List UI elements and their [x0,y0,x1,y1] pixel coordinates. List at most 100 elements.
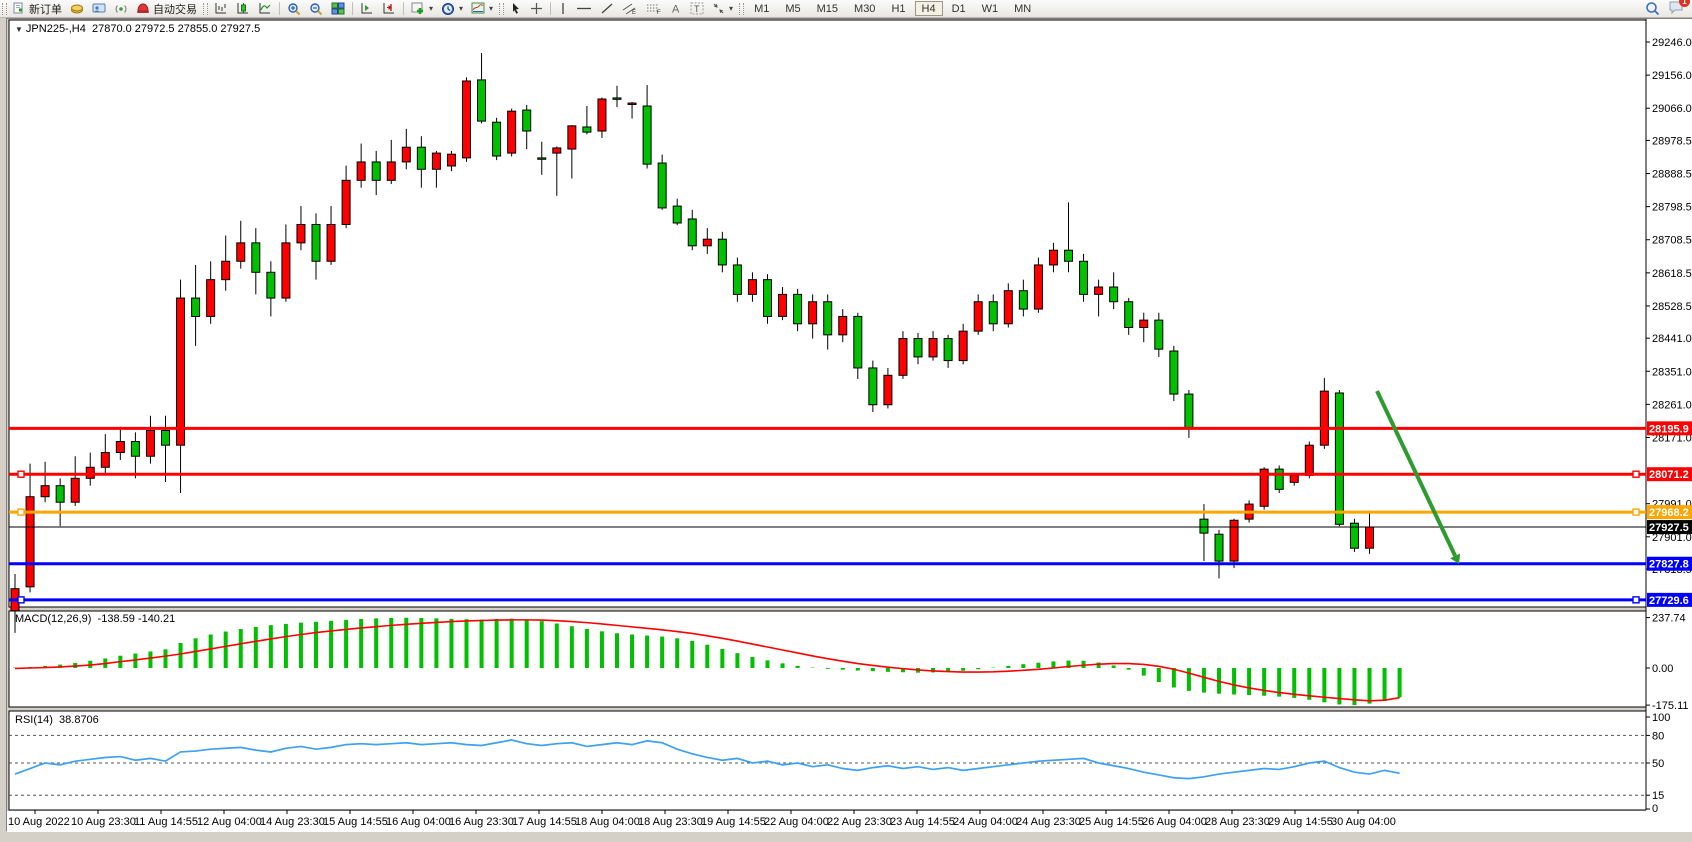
candlestick-mode-button[interactable] [232,1,254,17]
candle-body [793,293,803,325]
toolbar-grip [203,2,208,15]
community-button[interactable] [88,1,110,17]
tab-timeframe-w1[interactable]: W1 [981,3,999,15]
trendline-tool-button[interactable] [596,1,618,17]
tab-timeframe-m5[interactable]: M5 [785,3,801,15]
candle-body [462,80,471,159]
candle-body [1214,533,1224,562]
candle-body [1109,286,1119,303]
price-tag-text: 27827.8 [1649,559,1689,571]
svg-text:A: A [672,4,680,16]
chart-canvas[interactable]: 29246.0 29156.0 29066.0 28978.5 28888.5 28798… [7,19,1692,832]
tab-timeframe-h4[interactable]: H4 [914,1,943,16]
signals-button[interactable] [110,1,132,17]
time-tick-label: 10 Aug 23:30 [71,816,136,828]
candle-body [928,338,938,358]
arrows-tool-button[interactable]: ▾ [708,1,737,17]
time-tick-label: 25 Aug 14:55 [1079,816,1144,828]
autotrading-button[interactable]: 自动交易 [132,1,201,17]
candle-body [1094,286,1104,295]
price-tag: 27827.8 [1647,556,1692,571]
candle-body [55,485,65,503]
tab-timeframe-mn[interactable]: MN [1014,3,1032,15]
price-tag-bg [1647,505,1692,520]
price-tag-text: 28071.2 [1649,469,1689,481]
candle-body [176,297,186,446]
auto-scroll-icon [361,3,372,14]
tab-timeframe-m1[interactable]: M1 [754,3,770,15]
text-tool-button[interactable]: A [666,1,686,17]
tab-timeframe-d1[interactable]: D1 [951,3,966,15]
fibonacci-tool-button[interactable]: F [642,1,666,17]
time-tick-label: 11 Aug 14:55 [134,816,198,828]
line-handle [1632,596,1640,604]
candle-body [100,452,110,468]
periods-button[interactable]: ▾ [437,1,467,17]
price-tag-text: 27927.5 [1649,522,1689,534]
horizontal-line-tool-button[interactable] [572,1,596,17]
macd-group [13,617,1402,706]
axis-tick-label: 28528.5 [1652,301,1692,313]
search-icon[interactable] [1645,1,1660,16]
price-tag: 27968.2 [1647,505,1692,520]
new-order-button[interactable]: 新订单 [9,1,66,17]
toolbar-grip [2,2,7,15]
candle-body [1079,260,1089,295]
candle-body [130,441,140,457]
cursor-tool-button[interactable] [506,1,526,17]
axis-tick-label: 28708.5 [1652,235,1692,247]
notifications-button[interactable]: 1 [1668,0,1690,18]
market-depth-button[interactable] [66,1,88,17]
candle-body [416,146,426,170]
chart-shift-icon [383,3,394,14]
axis-tick-label: 28798.5 [1652,202,1692,214]
zoom-in-icon [288,2,301,15]
text-label-tool-button[interactable]: T [686,1,708,17]
collapse-arrow-icon[interactable]: ▼ [15,25,23,34]
rsi-scale-label: 80 [1652,730,1664,742]
equidistant-channel-tool-button[interactable]: E [618,1,642,17]
tile-windows-icon [331,2,345,15]
templates-button[interactable]: ▾ [467,1,497,17]
candle-body [838,315,848,336]
candle-body [1033,264,1043,310]
time-tick-label: 18 Aug 04:00 [575,816,640,828]
zoom-out-button[interactable] [305,1,327,17]
candle-body [537,157,547,160]
rsi-group [9,734,1646,796]
candle-body [522,109,532,132]
macd-scale-label: 237.74 [1652,613,1686,625]
autotrading-label: 自动交易 [153,3,197,16]
tab-timeframe-m15[interactable]: M15 [816,3,839,15]
candle-body [552,147,562,154]
vertical-line-tool-button[interactable] [554,1,572,17]
chart-window[interactable]: 29246.0 29156.0 29066.0 28978.5 28888.5 28798… [6,18,1692,832]
chart-shift-button[interactable] [378,1,400,17]
indicators-button[interactable]: ▾ [407,1,437,17]
time-tick-label: 24 Aug 04:00 [953,816,1018,828]
tab-timeframe-m30[interactable]: M30 [854,3,876,15]
time-tick-label: 10 Aug 2022 [8,816,70,828]
candlestick-icon [237,3,248,14]
candle-body [191,297,201,317]
tab-timeframe-h1[interactable]: H1 [891,3,906,15]
candle-body [808,301,818,325]
bar-chart-mode-button[interactable] [210,1,232,17]
axis-tick-label: 28261.0 [1652,399,1692,411]
crosshair-tool-button[interactable] [526,1,547,17]
price-tag-bg [1647,421,1692,436]
arrows-icon [713,3,724,14]
macd-scale-label: 0.00 [1652,663,1673,675]
line-chart-mode-button[interactable] [254,1,276,17]
toolbar-separator [279,2,280,15]
auto-scroll-button[interactable] [356,1,378,17]
zoom-in-button[interactable] [283,1,305,17]
time-tick-label: 26 Aug 04:00 [1142,816,1207,828]
axis-tick-label: 29156.0 [1652,70,1692,82]
candle-body [236,242,246,262]
svg-text:T: T [694,4,700,14]
tile-windows-button[interactable] [327,1,349,17]
zoom-out-icon [310,2,323,15]
candle-body [582,126,592,133]
crosshair-icon [531,3,543,14]
